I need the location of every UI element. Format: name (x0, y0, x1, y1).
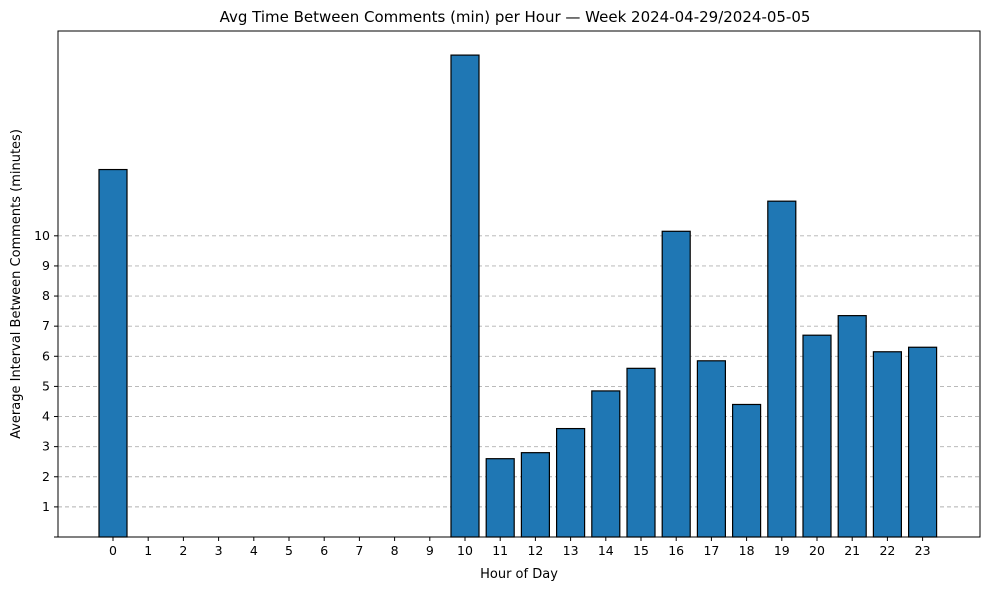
y-tick-label-8: 8 (42, 288, 50, 303)
x-tick-label-6: 6 (320, 543, 328, 558)
y-tick-label-7: 7 (42, 318, 50, 333)
bar-hour-16 (661, 230, 691, 538)
x-tick-label-13: 13 (563, 543, 579, 558)
y-tick-label-1: 1 (42, 499, 50, 514)
x-tick-label-20: 20 (809, 543, 825, 558)
y-axis: 1 2 3 4 5 6 7 8 9 10 (34, 228, 58, 538)
x-tick-label-7: 7 (355, 543, 363, 558)
bar-hour-12 (520, 452, 551, 538)
x-tick-label-2: 2 (179, 543, 187, 558)
x-tick-label-23: 23 (915, 543, 931, 558)
bars-layer (98, 54, 938, 538)
y-tick-label-2: 2 (42, 469, 50, 484)
x-tick-label-18: 18 (739, 543, 755, 558)
bar-hour-23 (907, 346, 938, 538)
x-tick-label-16: 16 (668, 543, 684, 558)
bar-hour-18 (731, 403, 762, 538)
x-axis-label: Hour of Day (480, 567, 558, 582)
bar-hour-17 (696, 360, 727, 538)
x-tick-label-14: 14 (598, 543, 614, 558)
x-tick-label-12: 12 (527, 543, 543, 558)
x-tick-label-21: 21 (844, 543, 860, 558)
x-tick-label-22: 22 (879, 543, 895, 558)
y-tick-label-10: 10 (34, 228, 50, 243)
bar-hour-0 (98, 168, 128, 538)
x-tick-label-10: 10 (457, 543, 473, 558)
x-tick-label-15: 15 (633, 543, 649, 558)
x-tick-label-3: 3 (215, 543, 223, 558)
y-tick-label-6: 6 (42, 348, 50, 363)
x-tick-label-8: 8 (391, 543, 399, 558)
bar-hour-14 (591, 390, 621, 538)
bar-hour-15 (626, 367, 656, 538)
bar-hour-22 (872, 351, 903, 538)
bar-hour-19 (767, 200, 797, 538)
x-tick-label-17: 17 (703, 543, 719, 558)
y-tick-label-9: 9 (42, 258, 50, 273)
x-tick-label-0: 0 (109, 543, 117, 558)
bar-hour-21 (837, 315, 867, 538)
x-tick-label-19: 19 (774, 543, 790, 558)
y-axis-label: Average Interval Between Comments (minut… (9, 129, 24, 439)
bar-hour-10 (450, 54, 480, 538)
x-tick-label-1: 1 (144, 543, 152, 558)
x-tick-label-9: 9 (426, 543, 434, 558)
bar-hour-11 (485, 458, 515, 538)
bar-hour-13 (555, 427, 586, 538)
x-axis: 0 1 2 3 4 5 6 7 8 9 10 11 12 13 14 15 16 17 18 19 20 21 22 23 (109, 537, 931, 558)
x-tick-label-11: 11 (492, 543, 508, 558)
y-tick-label-4: 4 (42, 409, 50, 424)
y-tick-label-5: 5 (42, 378, 50, 393)
x-tick-label-5: 5 (285, 543, 293, 558)
plot-frame (57, 30, 981, 538)
x-tick-label-4: 4 (250, 543, 258, 558)
chart-title: Avg Time Between Comments (min) per Hour… (220, 8, 811, 26)
bar-hour-20 (802, 334, 832, 538)
y-tick-label-3: 3 (42, 439, 50, 454)
